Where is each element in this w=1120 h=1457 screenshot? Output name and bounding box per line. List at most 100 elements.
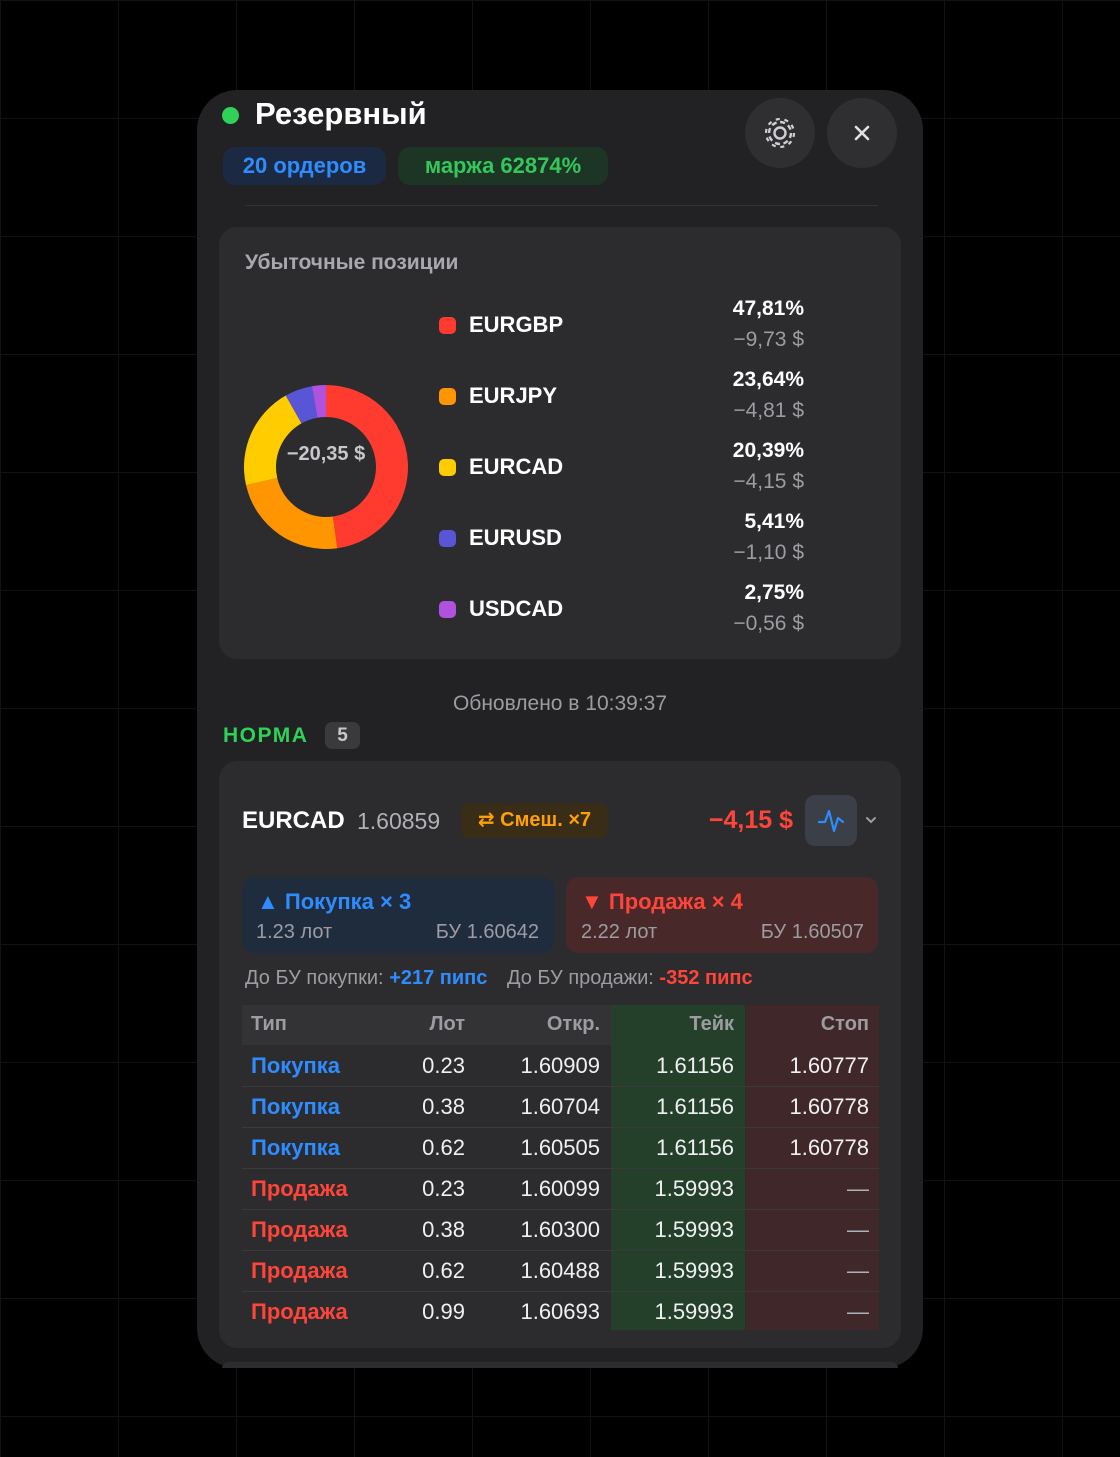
to-be-sell-label: До БУ продажи: [506, 967, 654, 989]
legend-percent: 23,64% [732, 368, 804, 391]
status-dot [222, 107, 239, 124]
section-count: 5 [325, 722, 360, 749]
to-be-buy-label: До БУ покупки: [245, 967, 384, 989]
donut-segment [285, 386, 318, 424]
close-button[interactable] [827, 98, 899, 170]
legend-percent: 20,39% [732, 439, 804, 462]
donut-chart [243, 385, 408, 549]
order-type: Покупка [251, 1135, 341, 1160]
buy-lot: 1.23 лот [256, 921, 333, 943]
sell-box [566, 877, 878, 953]
column-header: Лот [429, 1013, 465, 1035]
legend-name: EURJPY [469, 383, 558, 408]
order-cell: 0.62 [422, 1135, 465, 1160]
order-cell: 1.60777 [789, 1053, 869, 1078]
legend-amount: −0,56 $ [733, 612, 804, 635]
settings-button[interactable] [745, 98, 817, 170]
order-cell: 1.60505 [520, 1135, 600, 1160]
next-card-edge [222, 1362, 898, 1368]
row-divider [242, 1209, 879, 1210]
column-header: Тейк [689, 1013, 734, 1035]
order-type: Продажа [251, 1258, 348, 1283]
mode-pill: ⇄ Смеш. ×7 [461, 803, 608, 838]
order-cell: 1.60909 [520, 1053, 600, 1078]
order-cell: 1.61156 [656, 1094, 734, 1119]
legend-percent: 47,81% [732, 297, 804, 320]
row-divider [242, 1127, 879, 1128]
sell-title: ▼ Продажа × 4 [581, 889, 743, 914]
legend-dot [439, 459, 456, 476]
take-column-bg [611, 1005, 745, 1330]
buy-title: ▲ Покупка × 3 [257, 889, 412, 914]
order-type: Продажа [251, 1217, 348, 1242]
order-cell: 1.60693 [520, 1299, 600, 1324]
legend-percent: 2,75% [744, 581, 804, 604]
order-cell: — [847, 1217, 869, 1242]
stop-column-bg [746, 1005, 879, 1330]
chart-button[interactable] [805, 795, 885, 847]
order-cell: 0.38 [422, 1217, 465, 1242]
order-cell: 1.59993 [654, 1299, 734, 1324]
order-cell: 1.59993 [654, 1217, 734, 1242]
order-cell: 1.60488 [520, 1258, 600, 1283]
order-type: Покупка [251, 1053, 341, 1078]
column-header: Откр. [546, 1013, 600, 1035]
row-divider [242, 1250, 879, 1251]
to-be-buy-value: +217 пипс [389, 967, 488, 989]
order-cell: 1.60099 [520, 1176, 600, 1201]
legend-dot [439, 601, 456, 618]
legend-name: USDCAD [469, 596, 564, 621]
order-cell: 1.60778 [789, 1135, 869, 1160]
order-cell: 1.61156 [656, 1135, 734, 1160]
order-cell: 0.62 [422, 1258, 465, 1283]
row-divider [242, 1291, 879, 1292]
divider [245, 205, 878, 206]
losses-card [219, 227, 901, 659]
order-cell: 0.99 [422, 1299, 465, 1324]
order-cell: 0.23 [422, 1176, 465, 1201]
donut-segment [326, 385, 408, 549]
updated-time: Обновлено в 10:39:37 [452, 692, 668, 715]
to-be-sell-value: -352 пипс [659, 967, 753, 989]
legend-dot [439, 317, 456, 334]
orders-pill[interactable]: 20 ордеров [223, 147, 386, 185]
legend-name: EURCAD [469, 454, 564, 479]
order-cell: — [847, 1258, 869, 1283]
legend-name: EURUSD [469, 525, 562, 550]
legend-amount: −4,81 $ [733, 399, 804, 422]
donut-segment [243, 395, 302, 486]
donut-center-label: −20,35 $ [286, 443, 366, 465]
row-divider [242, 1168, 879, 1169]
donut-segment [311, 385, 326, 418]
pnl: −4,15 $ [708, 806, 793, 834]
legend-amount: −9,73 $ [733, 328, 804, 351]
symbol: EURCAD [242, 807, 345, 834]
order-type: Покупка [251, 1094, 341, 1119]
order-cell: 1.60704 [520, 1094, 600, 1119]
order-cell: 1.60778 [789, 1094, 869, 1119]
order-type: Продажа [251, 1299, 348, 1324]
price: 1.60859 [357, 808, 441, 834]
legend-dot [439, 388, 456, 405]
order-cell: 1.59993 [654, 1258, 734, 1283]
legend-percent: 5,41% [744, 510, 804, 533]
row-divider [242, 1086, 879, 1087]
legend-dot [439, 530, 456, 547]
buy-be: БУ 1.60642 [435, 921, 539, 943]
donut-segment [246, 478, 338, 549]
order-cell: — [847, 1176, 869, 1201]
order-cell: 1.60300 [520, 1217, 600, 1242]
to-be-line: До БУ покупки: +217 пипс До БУ продажи: … [245, 967, 753, 990]
column-header: Стоп [820, 1013, 869, 1035]
sell-be: БУ 1.60507 [760, 921, 864, 943]
legend-amount: −1,10 $ [733, 541, 804, 564]
order-cell: 1.59993 [654, 1176, 734, 1201]
table-header-bg [242, 1005, 611, 1045]
column-header: Тип [251, 1013, 287, 1035]
buy-box [242, 877, 554, 953]
card-title: Убыточные позиции [245, 251, 459, 274]
section-name: НОРМА [223, 724, 309, 747]
order-cell: 0.38 [422, 1094, 465, 1119]
order-cell: 1.61156 [656, 1053, 734, 1078]
